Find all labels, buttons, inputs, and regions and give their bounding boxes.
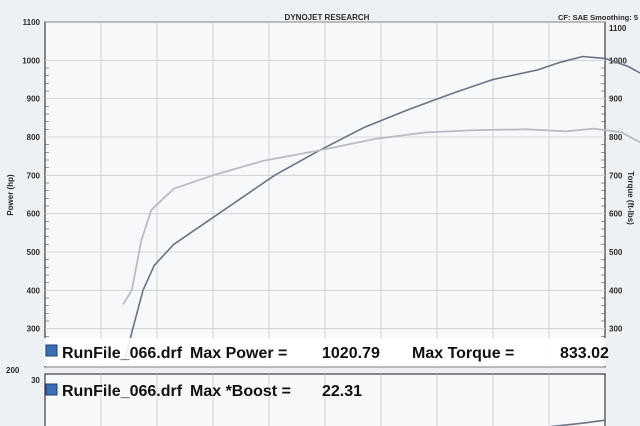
torque-legend-label: Max Torque =	[412, 345, 514, 362]
torque-axis-tick-label: 1000	[609, 56, 627, 65]
boost-axis-tick-label: 30	[31, 376, 40, 385]
boost-legend-value: 22.31	[322, 383, 362, 400]
power-legend-value: 1020.79	[322, 345, 380, 362]
power-legend-strip	[44, 338, 606, 366]
power-axis-tick-label: 1100	[23, 18, 41, 27]
torque-legend-value: 833.02	[560, 345, 609, 362]
boost-legend-label: Max *Boost =	[190, 383, 291, 400]
power-legend-swatch	[45, 344, 58, 357]
power-axis-tick-label: 300	[27, 325, 41, 334]
power-axis-ticks: 300 400 500 600 700 800 900 1000 1100	[22, 18, 40, 334]
chart-header-settings: CF: SAE Smoothing: 5	[558, 13, 638, 22]
boost-legend-swatch	[45, 383, 58, 396]
power-axis-tick-label: 600	[27, 210, 41, 219]
power-legend-file: RunFile_066.drf	[62, 345, 183, 362]
power-axis-tick-label: 400	[27, 286, 41, 295]
power-axis-tick-label: 800	[27, 133, 41, 142]
power-axis-tick-bottom-outside: 200	[6, 366, 20, 375]
chart-header-title: DYNOJET RESEARCH	[285, 13, 370, 22]
torque-axis-tick-label: 600	[609, 210, 623, 219]
boost-chart-lines	[548, 419, 606, 426]
power-legend-label: Max Power =	[190, 345, 287, 362]
power-axis-tick-label: 900	[27, 95, 41, 104]
power-curve	[124, 55, 640, 361]
boost-axis-ticks: 2030	[31, 376, 40, 426]
boost-chart-grid	[100, 374, 550, 426]
torque-axis-tick-label: 300	[609, 325, 623, 334]
torque-axis-tick-label: 900	[609, 95, 623, 104]
torque-curve	[122, 127, 640, 305]
power-axis-tick-label: 700	[27, 171, 41, 180]
torque-axis-title: Torque (ft-lbs)	[626, 171, 635, 225]
power-axis-title: Power (hp)	[6, 174, 15, 216]
power-chart-grid	[45, 21, 605, 368]
torque-axis-tick-label: 400	[609, 286, 623, 295]
torque-axis-ticks: 300 400 500 600 700 800 900 1000 1100	[609, 24, 627, 334]
torque-axis-tick-label: 500	[609, 248, 623, 257]
boost-legend-file: RunFile_066.drf	[62, 383, 183, 400]
power-axis-tick-label: 1000	[22, 56, 40, 65]
power-chart-lines	[122, 55, 640, 361]
torque-axis-tick-label: 1100	[609, 24, 627, 33]
power-axis-tick-label: 500	[27, 248, 41, 257]
torque-axis-tick-label: 700	[609, 171, 623, 180]
torque-axis-tick-label: 800	[609, 133, 623, 142]
boost-curve	[548, 419, 606, 426]
